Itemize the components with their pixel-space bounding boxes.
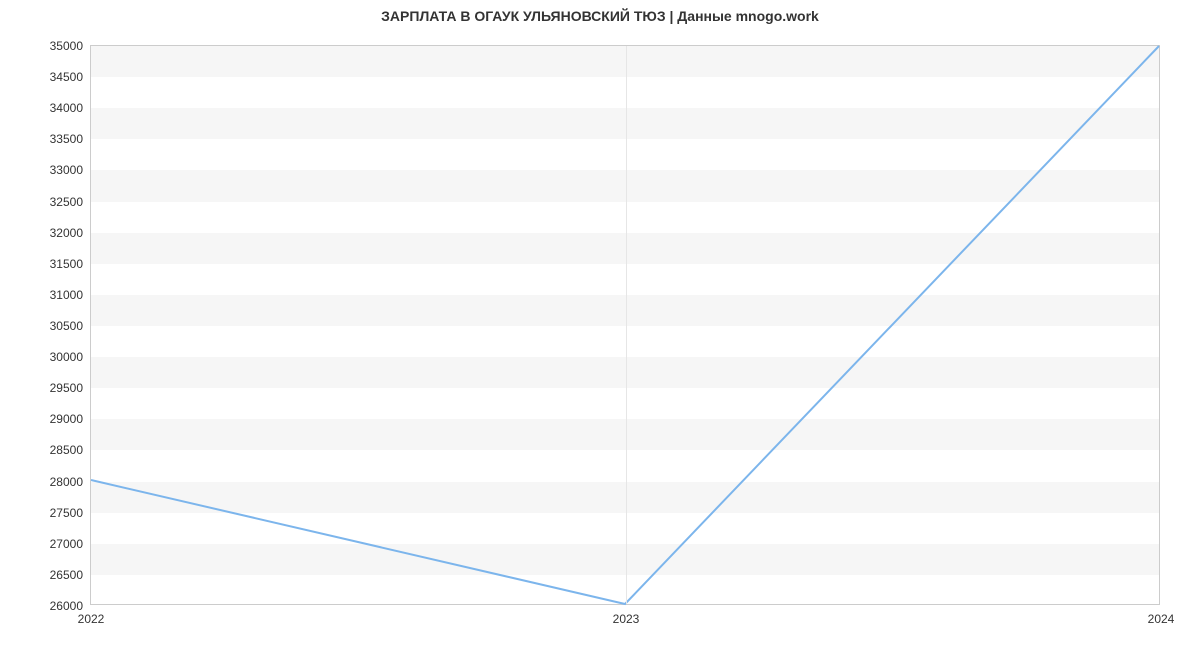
salary-chart: ЗАРПЛАТА В ОГАУК УЛЬЯНОВСКИЙ ТЮЗ | Данны… [0,0,1200,650]
y-tick-label: 29500 [50,381,91,395]
y-tick-label: 30000 [50,350,91,364]
y-tick-label: 35000 [50,39,91,53]
y-tick-label: 26000 [50,599,91,613]
x-gridline [626,46,627,604]
y-tick-label: 33000 [50,163,91,177]
y-tick-label: 34500 [50,70,91,84]
y-tick-label: 32500 [50,195,91,209]
y-tick-label: 32000 [50,226,91,240]
y-tick-label: 34000 [50,101,91,115]
y-tick-label: 30500 [50,319,91,333]
y-tick-label: 28000 [50,475,91,489]
x-tick-label: 2024 [1148,604,1175,626]
y-tick-label: 27500 [50,506,91,520]
y-tick-label: 33500 [50,132,91,146]
y-tick-label: 27000 [50,537,91,551]
y-tick-label: 31000 [50,288,91,302]
plot-area: 2022202320242600026500270002750028000285… [90,45,1160,605]
data-line [91,46,1159,604]
y-tick-label: 26500 [50,568,91,582]
chart-title: ЗАРПЛАТА В ОГАУК УЛЬЯНОВСКИЙ ТЮЗ | Данны… [0,8,1200,24]
y-tick-label: 28500 [50,443,91,457]
y-tick-label: 29000 [50,412,91,426]
y-tick-label: 31500 [50,257,91,271]
x-tick-label: 2023 [613,604,640,626]
